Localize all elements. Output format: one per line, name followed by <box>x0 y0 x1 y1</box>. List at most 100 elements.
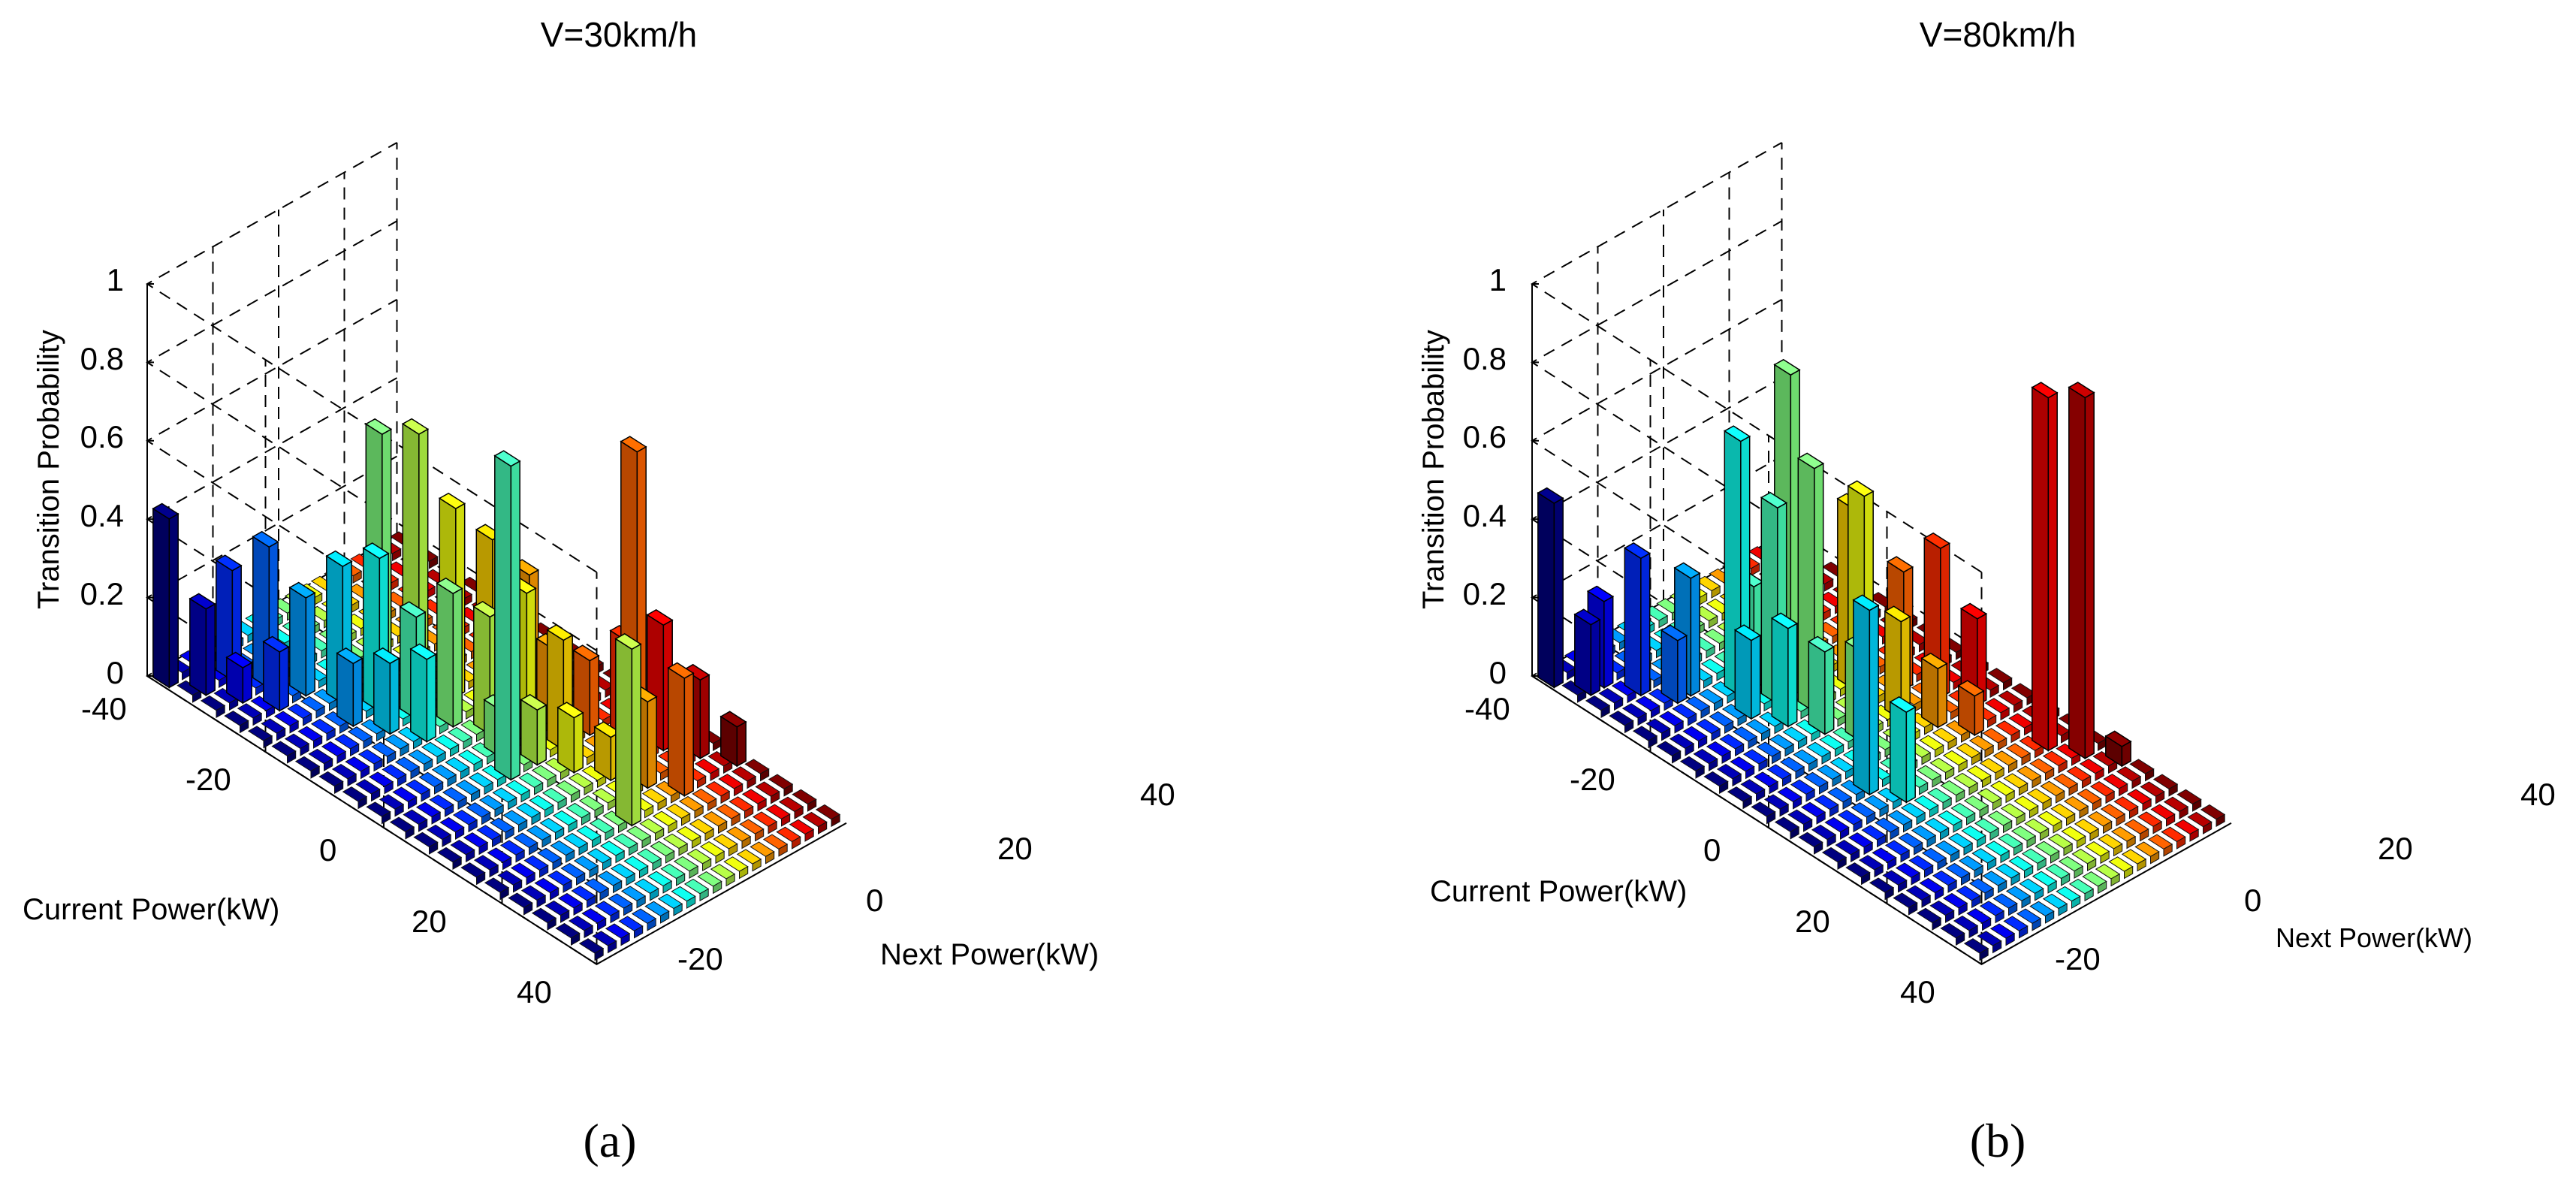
panel-a-floor-tile <box>263 735 273 749</box>
panel-a-floor-tile <box>757 798 767 812</box>
panel-b-floor-tile <box>2150 851 2160 865</box>
panel-a-floor-tile <box>620 933 630 946</box>
panel-b-x-tick: 20 <box>2378 831 2413 866</box>
panel-a-floor-tile <box>397 774 407 787</box>
panel-a-floor-tile <box>644 805 654 819</box>
panel-b-x-ticks: -20 0 20 40 <box>2055 777 2556 976</box>
panel-b-floor-tile <box>1916 812 1926 825</box>
panel-b-floor-tile <box>1805 789 1815 802</box>
panel-b-floor-tile <box>2095 768 2104 782</box>
panel-a-floor-tile <box>692 835 701 849</box>
panel-b-bar-top <box>1573 608 1601 626</box>
panel-a-z-tick: 0.6 <box>80 419 124 454</box>
panel-b-floor-tile <box>1808 759 1818 772</box>
panel-a-floor-tile <box>408 796 418 810</box>
panel-b-floor-tile <box>2000 707 2010 721</box>
panel-a-bar <box>373 647 400 735</box>
panel-b-z-tick: 0 <box>1489 655 1507 690</box>
panel-b-floor-tile <box>1600 705 1610 719</box>
panel-b-floor-tile <box>1826 834 1836 847</box>
panel-a-floor-tile <box>421 789 430 802</box>
panel-b-floor-tile <box>1795 766 1805 780</box>
panel-b-floor-tile <box>2155 791 2165 804</box>
panel-b-floor-tile <box>1966 812 1976 826</box>
panel-b-floor-tile <box>1947 737 1957 750</box>
panel-a-bar-top <box>557 702 584 719</box>
panel-b-bar-face <box>1787 622 1798 728</box>
panel-a-bar-top <box>364 418 393 436</box>
panel-b-floor-tile <box>1700 705 1710 719</box>
panel-b-floor-tile <box>2152 821 2162 834</box>
panel-b-bar-top <box>1920 652 1948 670</box>
panel-b-floor-tile <box>1945 910 1955 923</box>
panel-a-floor-tile <box>634 925 644 939</box>
panel-a-floor-tile <box>520 789 530 803</box>
panel-a-y-axis-label: Current Power(kW) <box>23 893 279 926</box>
panel-a-floor-tile <box>694 805 704 819</box>
panel-a-floor-tile <box>357 795 367 810</box>
panel-b-floor-tile <box>2116 813 2125 827</box>
panel-a-bar-top <box>436 577 463 595</box>
panel-b-floor-tile <box>2129 805 2139 819</box>
panel-b-floor-tile <box>2008 902 2018 916</box>
panel-a-floor-tile <box>576 872 586 886</box>
panel-a-bar-top <box>646 609 674 626</box>
panel-b-floor-tile <box>1961 872 1971 886</box>
panel-a-bar-top <box>325 550 353 567</box>
panel-b-z-ticks: 1 0.8 0.6 0.4 0.2 0 <box>1463 262 1507 690</box>
panel-a-floor-tile <box>494 804 504 818</box>
panel-a-bar-face <box>152 507 170 689</box>
panel-b-floor-tile <box>1953 819 1962 833</box>
panel-a-floor-tile <box>350 743 360 757</box>
panel-a-floor-tile <box>581 812 591 826</box>
panel-b-bar-face <box>1890 701 1908 804</box>
panel-b-floor-tile <box>1751 563 1760 577</box>
panel-a-floor-tile <box>392 548 402 562</box>
panel-a-floor-tile <box>347 773 357 787</box>
panel-a-floor-tile <box>573 902 583 916</box>
panel-a-floor-tile <box>592 834 602 849</box>
panel-b-floor-tile <box>1803 819 1813 832</box>
panel-a-floor-tile <box>505 826 514 840</box>
panel-a-floor-tile <box>734 783 744 797</box>
panel-a-floor-tile <box>563 880 572 893</box>
panel-b-bar-face <box>2068 386 2086 760</box>
panel-a-bar-top <box>546 624 574 641</box>
panel-b-bar-top <box>2068 382 2095 399</box>
panel-b-floor-tile <box>1798 736 1808 750</box>
panel-b-bar-top <box>1884 605 1911 623</box>
panel-a-bar-face <box>189 597 207 697</box>
panel-b-z-tick: 0.6 <box>1463 419 1507 454</box>
panel-a-floor-tile <box>818 821 828 834</box>
panel-b-floor-tile <box>2124 865 2134 880</box>
panel-a-floor-tile <box>804 828 814 842</box>
panel-a-floor-tile <box>400 744 409 757</box>
panel-a-floor-tile <box>697 775 707 789</box>
panel-a-floor-tile <box>276 728 286 741</box>
panel-b-bar <box>1770 612 1799 728</box>
panel-a-bar-face <box>205 602 216 696</box>
panel-a-floor-tile <box>610 910 620 924</box>
panel-a-floor-tile <box>662 880 672 894</box>
panel-a-floor-tile <box>450 744 460 757</box>
panel-b-floor-tile <box>2092 798 2102 812</box>
panel-a-bar-top <box>152 502 179 520</box>
panel-b-floor-tile <box>2026 835 2036 849</box>
panel-a-floor-tile <box>478 841 488 856</box>
panel-a-floor-tile <box>442 834 451 847</box>
panel-b-floor-tile <box>1863 841 1873 856</box>
panel-a-y-tick: -20 <box>186 762 231 797</box>
panel-a-floor-tile <box>831 813 840 828</box>
panel-b-floor-tile <box>1914 842 1923 856</box>
panel-b-floor-tile <box>1890 826 1899 840</box>
panel-b-bar-face <box>1640 552 1651 697</box>
panel-b-floor-tile <box>1866 811 1876 825</box>
panel-a-bar-top <box>614 632 642 650</box>
panel-b-floor-tile <box>2045 910 2055 924</box>
panel-b-floor-tile <box>1824 578 1834 592</box>
panel-b-floor-tile <box>2042 798 2052 811</box>
panel-b-bar-face <box>1905 706 1916 804</box>
panel-b-floor-tile <box>2058 760 2068 774</box>
panel-b-floor-tile <box>2089 828 2099 842</box>
panel-a-floor-tile <box>686 895 696 909</box>
